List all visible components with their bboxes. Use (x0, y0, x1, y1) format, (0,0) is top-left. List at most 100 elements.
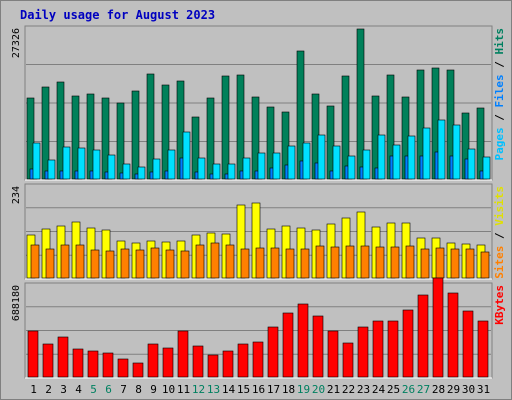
x-tick-label: 21 (327, 383, 340, 396)
x-tick-label: 27 (417, 383, 430, 396)
bar-pages (242, 157, 251, 180)
x-axis: 1 2 3 4 5 6 7 8 9 10 11 12 13 14 15 16 17 18 19 20 21 22 23 24 2… (30, 383, 490, 396)
x-tick-label: 19 (297, 383, 310, 396)
bar-kbytes (252, 341, 264, 378)
x-tick-label: 9 (150, 383, 157, 396)
chart-title: Daily usage for August 2023 (20, 8, 215, 22)
legend-part: Files (493, 74, 506, 107)
x-tick-label: 5 (90, 383, 97, 396)
bar-pages (197, 157, 206, 180)
legend-part: Visits (493, 186, 506, 226)
bar-sites (270, 247, 280, 279)
bar-pages (287, 145, 296, 180)
bar-pages (317, 134, 326, 180)
bar-kbytes (372, 320, 384, 378)
bar-sites (180, 250, 190, 279)
bar-pages (437, 119, 446, 180)
bar-sites (90, 249, 100, 279)
panel-visits-sites: 234 Sites / Visits (11, 183, 506, 280)
bar-kbytes (402, 309, 414, 378)
bar-kbytes (72, 348, 84, 378)
bar-kbytes (162, 347, 174, 378)
x-tick-label: 1 (30, 383, 37, 396)
x-tick-label: 31 (477, 383, 490, 396)
bar-kbytes (477, 320, 489, 378)
axis-max-label: 234 (11, 186, 22, 204)
x-tick-label: 8 (135, 383, 142, 396)
x-tick-label: 3 (60, 383, 67, 396)
bar-sites (345, 245, 355, 279)
bar-sites (120, 248, 130, 279)
bar-sites (165, 249, 175, 279)
bar-pages (167, 149, 176, 180)
bar-sites (210, 242, 220, 279)
bar-pages (347, 155, 356, 180)
bar-pages (407, 135, 416, 180)
bar-sites (195, 244, 205, 279)
bar-kbytes (387, 320, 399, 378)
x-tick-label: 23 (357, 383, 370, 396)
bar-sites (315, 245, 325, 279)
bar-kbytes (327, 330, 339, 378)
bar-hits (221, 75, 230, 180)
x-tick-label: 14 (222, 383, 236, 396)
bar-kbytes (237, 343, 249, 378)
bar-pages (47, 159, 56, 180)
bar-sites (75, 244, 85, 279)
bar-pages (77, 147, 86, 180)
bar-pages (257, 152, 266, 180)
series-legend-label: Pages / Files / Hits (493, 28, 506, 161)
bar-kbytes (102, 352, 114, 378)
bar-pages (227, 163, 236, 180)
bar-pages (32, 142, 41, 180)
legend-part: Hits (493, 28, 506, 55)
bar-pages (212, 163, 221, 180)
bar-sites (375, 246, 385, 279)
bar-sites (405, 245, 415, 279)
x-tick-label: 6 (105, 383, 112, 396)
x-tick-label: 18 (282, 383, 295, 396)
panel-kbytes: 688180 KBytes (11, 277, 506, 379)
x-tick-label: 16 (252, 383, 265, 396)
bar-kbytes (297, 303, 309, 378)
legend-part: / (493, 55, 506, 75)
bar-kbytes (342, 342, 354, 378)
bar-sites (465, 248, 475, 279)
bar-pages (467, 148, 476, 180)
bar-kbytes (417, 294, 429, 378)
bar-sites (330, 246, 340, 279)
x-tick-label: 12 (192, 383, 205, 396)
bar-sites (135, 249, 145, 279)
bar-kbytes (87, 350, 99, 378)
bar-pages (452, 124, 461, 180)
bar-sites (105, 250, 115, 279)
bar-kbytes (447, 292, 459, 378)
series-sites (30, 242, 490, 279)
x-tick-label: 28 (432, 383, 445, 396)
bar-pages (272, 152, 281, 180)
bar-pages (392, 144, 401, 180)
bar-pages (182, 131, 191, 180)
bar-pages (302, 142, 311, 180)
x-tick-label: 13 (207, 383, 220, 396)
bar-pages (122, 163, 131, 180)
bar-pages (107, 154, 116, 180)
legend-part: Pages (493, 127, 506, 160)
bar-kbytes (192, 345, 204, 378)
bar-sites (435, 247, 445, 279)
series-kbytes (27, 277, 489, 378)
axis-max-label: 688180 (11, 285, 22, 321)
bar-kbytes (357, 326, 369, 378)
series-legend-label: KBytes (493, 285, 506, 325)
bar-sites (225, 244, 235, 279)
x-tick-label: 22 (342, 383, 355, 396)
bar-pages (482, 156, 491, 180)
series-legend-label: Sites / Visits (493, 186, 506, 279)
legend-part: KBytes (493, 285, 506, 325)
bar-sites (150, 247, 160, 279)
bar-sites (420, 248, 430, 279)
panel-hits-files-pages: 27326 Pages / Files / Hits (11, 25, 506, 181)
bar-kbytes (57, 336, 69, 378)
